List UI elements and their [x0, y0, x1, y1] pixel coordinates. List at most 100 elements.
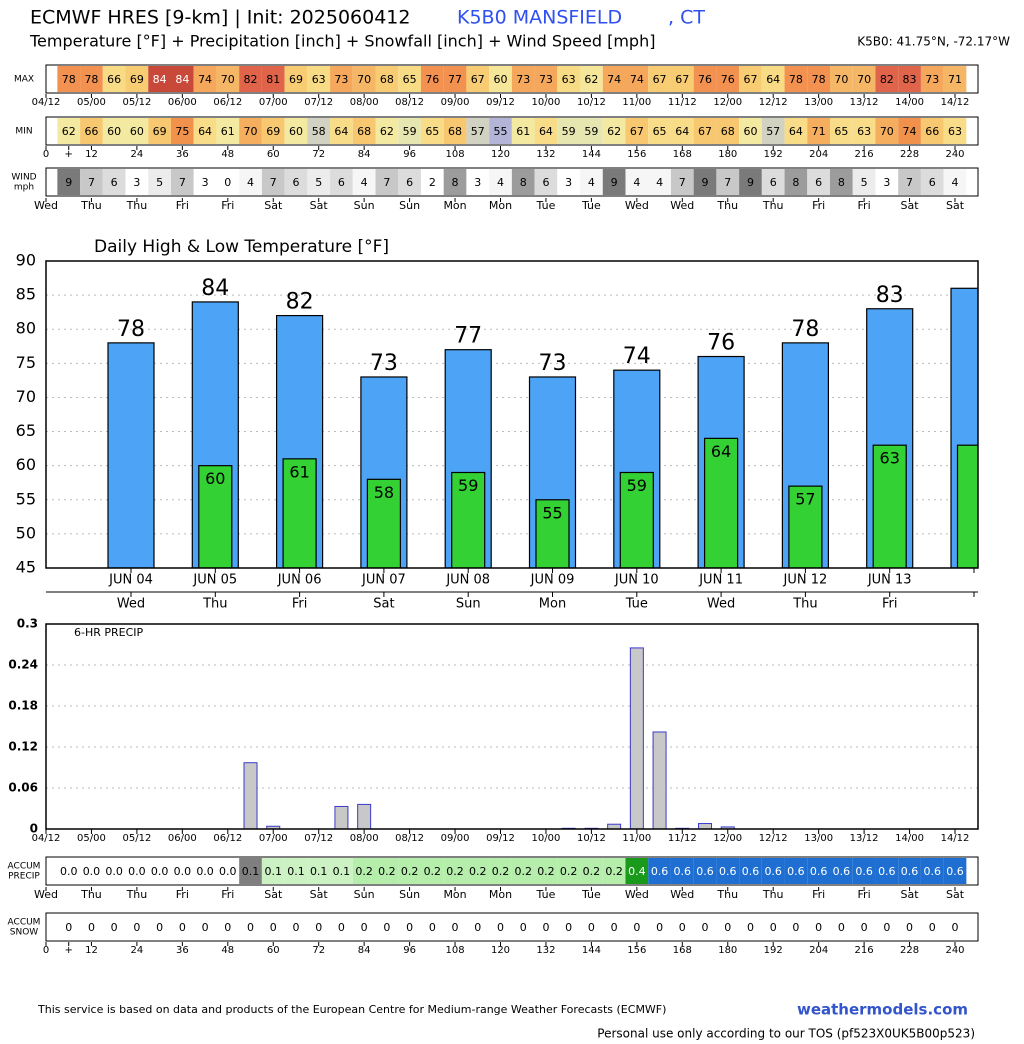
- tick-label: Thu: [80, 888, 102, 901]
- cell-label: 62: [584, 73, 598, 86]
- cell-label: 0.2: [378, 865, 396, 878]
- tick-label: 10/12: [577, 97, 606, 108]
- strip-cell: [443, 66, 467, 92]
- cell-label: 4: [656, 176, 663, 189]
- day-label: Thu: [202, 597, 227, 612]
- cell-label: 73: [925, 73, 939, 86]
- tick-label: 06/12: [213, 97, 242, 108]
- cell-label: 0.2: [424, 865, 442, 878]
- strip-cell: [670, 858, 694, 884]
- cell-label: 71: [948, 73, 962, 86]
- tick-label: Wed: [625, 199, 649, 212]
- cell-label: 62: [607, 125, 621, 138]
- cell-label: 0.1: [265, 865, 283, 878]
- high-label: 77: [454, 324, 482, 349]
- subtitle: Temperature [°F] + Precipitation [inch] …: [29, 32, 655, 51]
- strip-cell: [466, 169, 490, 195]
- tick-label: Sat: [310, 888, 329, 901]
- cell-label: 0: [929, 921, 936, 934]
- y-tick-label: 55: [16, 489, 36, 508]
- strip-cell: [625, 858, 649, 884]
- cell-label: 64: [539, 125, 553, 138]
- strip-cell: [557, 914, 581, 940]
- cell-label: 64: [789, 125, 803, 138]
- tick-label: +: [65, 149, 73, 160]
- tick-label: 108: [446, 945, 465, 956]
- cell-label: 64: [766, 73, 780, 86]
- strip-cell: [739, 858, 762, 884]
- cell-label: 0: [565, 921, 572, 934]
- strip-cell: [216, 914, 240, 940]
- x-tick-label: 09/12: [486, 833, 515, 844]
- cell-label: 78: [84, 73, 98, 86]
- strip-cell: [875, 66, 899, 92]
- cell-label: 60: [130, 125, 144, 138]
- strip-cell: [898, 118, 921, 144]
- precip-bar: [243, 762, 258, 830]
- strip-cell: [943, 66, 967, 92]
- strip-cell: [739, 914, 762, 940]
- strip-cell: [375, 66, 399, 92]
- strip-cell: [807, 858, 831, 884]
- tick-label: 132: [536, 945, 555, 956]
- tick-label: 120: [491, 149, 510, 160]
- strip-cell: [148, 858, 171, 884]
- strip-cell: [830, 914, 853, 940]
- cell-label: 67: [471, 73, 485, 86]
- x-tick-label: JUN 05: [192, 573, 237, 588]
- station: K5B0 MANSFIELD: [457, 7, 622, 29]
- footer-site[interactable]: weathermodels.com: [797, 1001, 968, 1019]
- strip-cell: [807, 118, 831, 144]
- tick-label: Fri: [221, 888, 234, 901]
- tick-label: Fri: [858, 888, 871, 901]
- cell-label: 0.2: [583, 865, 601, 878]
- cell-label: 0.6: [924, 865, 942, 878]
- strip-cell: [625, 66, 649, 92]
- cell-label: 70: [857, 73, 871, 86]
- tick-label: Mon: [443, 199, 466, 212]
- cell-label: 65: [403, 73, 417, 86]
- x-tick-label: 12/00: [713, 833, 742, 844]
- y-tick-label: 0.18: [8, 699, 38, 713]
- strip-cell: [830, 169, 853, 195]
- cell-label: 0.0: [105, 865, 123, 878]
- high-label: 84: [201, 276, 229, 301]
- y-tick-label: 0.24: [8, 658, 38, 672]
- strip-cell: [670, 118, 694, 144]
- cell-label: 64: [675, 125, 689, 138]
- strip-cell: [739, 118, 762, 144]
- tick-label: Wed: [670, 199, 694, 212]
- strip-cell: [170, 66, 194, 92]
- low-bar: [198, 465, 233, 568]
- cell-label: 0: [224, 176, 231, 189]
- tick-label: 36: [176, 149, 189, 160]
- cell-label: 0: [702, 921, 709, 934]
- y-tick-label: 45: [16, 558, 36, 577]
- strip-cell: [80, 169, 103, 195]
- cell-label: 0: [588, 921, 595, 934]
- cell-label: 67: [675, 73, 689, 86]
- high-label: 76: [707, 331, 735, 356]
- cell-label: 7: [906, 176, 913, 189]
- x-tick-label: 04/12: [32, 833, 61, 844]
- tick-label: 72: [312, 945, 325, 956]
- cell-label: 0.0: [83, 865, 101, 878]
- cell-label: 82: [880, 73, 894, 86]
- cell-label: 7: [270, 176, 277, 189]
- strip-cell: [57, 118, 81, 144]
- tick-label: 06/00: [168, 97, 197, 108]
- cell-label: 5: [315, 176, 322, 189]
- strip-cell: [534, 169, 558, 195]
- y-tick-label: 90: [16, 251, 36, 270]
- cell-label: 63: [312, 73, 326, 86]
- tick-label: Fri: [812, 888, 825, 901]
- cell-label: 4: [247, 176, 254, 189]
- day-label: Sun: [456, 597, 481, 612]
- cell-label: 0.6: [901, 865, 919, 878]
- low-bar: [535, 499, 570, 568]
- cell-label: 66: [107, 73, 121, 86]
- tick-label: Sun: [399, 888, 420, 901]
- day-label: Fri: [292, 597, 308, 612]
- cell-label: 77: [448, 73, 462, 86]
